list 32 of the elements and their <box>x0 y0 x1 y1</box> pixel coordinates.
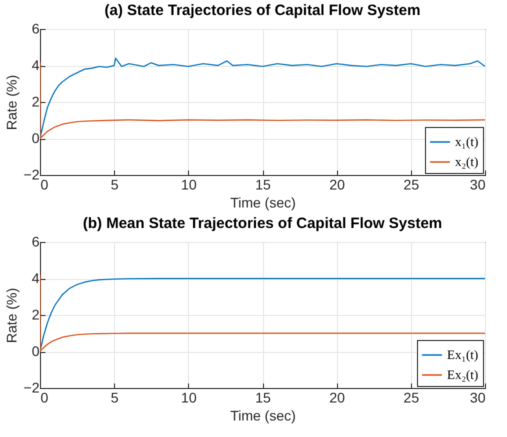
y-tick-label: 4 <box>32 270 40 286</box>
legend-label: Ex₂(t) <box>447 367 478 382</box>
x-tick-label: 25 <box>404 390 420 406</box>
y-axis-title: Rate (%) <box>4 288 20 344</box>
x-axis-title: Time (sec) <box>230 408 296 424</box>
y-tick-label: 6 <box>32 234 40 250</box>
x-tick-label: 5 <box>110 390 119 406</box>
y-tick-label: 2 <box>32 94 40 110</box>
x-tick-label: 10 <box>181 390 197 406</box>
x-axis-title: Time (sec) <box>230 194 296 210</box>
x-tick-label: 25 <box>404 176 420 192</box>
chart-title: (b) Mean State Trajectories of Capital Flow System <box>82 215 442 232</box>
y-tick-label: −2 <box>24 166 40 182</box>
y-tick-label: −2 <box>24 380 40 396</box>
x-tick-label: 30 <box>470 176 486 192</box>
x-tick-label: 15 <box>255 176 271 192</box>
y-tick-label: 4 <box>32 57 40 73</box>
x-tick-label: 20 <box>329 176 346 192</box>
x-tick-label: 10 <box>181 176 197 192</box>
legend-label: x₂(t) <box>455 154 478 169</box>
chart-title: (a) State Trajectories of Capital Flow System <box>104 2 420 19</box>
y-tick-label: 6 <box>32 20 40 36</box>
y-tick-label: 0 <box>32 130 40 146</box>
legend-label: Ex₁(t) <box>447 347 478 362</box>
y-tick-label: 2 <box>32 306 40 322</box>
y-axis-title: Rate (%) <box>4 74 20 130</box>
legend-label: x₁(t) <box>455 134 478 149</box>
x-tick-label: 5 <box>110 176 119 192</box>
x-tick-label: 15 <box>255 390 271 406</box>
y-tick-label: 0 <box>32 343 40 359</box>
x-tick-label: 30 <box>470 390 486 406</box>
x-tick-label: 20 <box>329 390 346 406</box>
